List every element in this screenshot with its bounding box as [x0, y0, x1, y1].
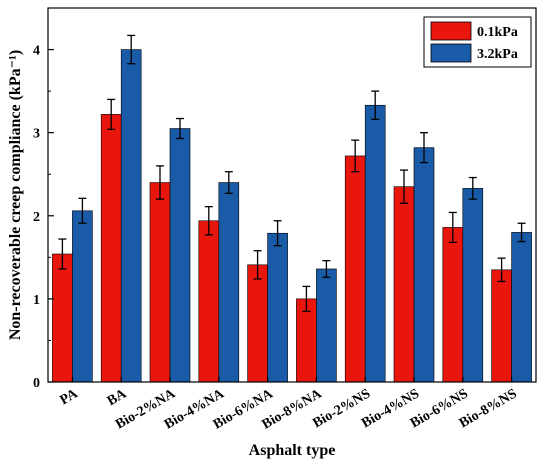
- bar-01kpa-4: [247, 264, 268, 383]
- bar-32kpa-2: [169, 128, 191, 383]
- x-tick-label: BA: [105, 386, 130, 409]
- y-axis: 0 1 2 3 4: [33, 44, 54, 391]
- x-tick-label: PA: [58, 386, 82, 408]
- bar-01kpa-6: [344, 155, 366, 383]
- error-bar: [371, 90, 380, 121]
- bar-32kpa-4: [267, 232, 288, 383]
- x-axis: PA BABio-2%NABio-4%NABio-6%NABio-8%NABio-…: [58, 377, 520, 433]
- legend-label-3.2kpa: 3.2kPa: [477, 47, 518, 62]
- error-bar: [468, 176, 477, 200]
- error-bar: [253, 250, 262, 280]
- error-bar: [204, 205, 213, 236]
- y-tick-label: 4: [33, 44, 40, 59]
- error-bar: [107, 98, 116, 130]
- bar-01kpa-9: [491, 269, 512, 383]
- error-bar: [400, 169, 408, 204]
- bar-32kpa-8: [462, 188, 484, 383]
- error-bar: [78, 197, 87, 224]
- error-bar: [322, 260, 331, 278]
- bar-32kpa-6: [364, 104, 386, 383]
- error-bar: [58, 238, 67, 270]
- legend-swatch-0.1kpa: [430, 21, 472, 41]
- bar-32kpa-0: [72, 210, 93, 383]
- error-bar: [351, 139, 360, 173]
- error-bars: [58, 34, 526, 313]
- error-bar: [156, 165, 164, 200]
- y-tick-label: 3: [33, 127, 40, 142]
- bar-01kpa-1: [100, 114, 122, 383]
- error-bar: [497, 257, 506, 283]
- bar-01kpa-7: [393, 186, 415, 383]
- bar-32kpa-1: [120, 49, 142, 383]
- x-axis-title: Asphalt type: [249, 442, 336, 459]
- error-bar: [448, 211, 457, 244]
- bar-01kpa-8: [442, 227, 464, 383]
- error-bar: [420, 132, 428, 164]
- bar-32kpa-5: [316, 268, 337, 383]
- error-bar: [127, 34, 136, 65]
- error-bar: [273, 220, 282, 247]
- error-bar: [176, 117, 184, 140]
- error-bar: [302, 285, 311, 313]
- legend-label-0.1kpa: 0.1kPa: [477, 25, 518, 40]
- y-axis-title: Non-recoverable creep compliance (kPa⁻¹): [7, 50, 24, 340]
- error-bar: [517, 222, 526, 243]
- legend-swatch-3.2kpa: [430, 43, 472, 63]
- bar-01kpa-3: [198, 220, 220, 383]
- bar-32kpa-7: [413, 147, 435, 383]
- error-bar: [224, 171, 233, 194]
- plot-frame: [47, 7, 537, 383]
- bar-01kpa-2: [149, 182, 171, 383]
- y-tick-label: 1: [33, 293, 40, 308]
- bar-32kpa-9: [511, 232, 532, 383]
- legend: 0.1kPa 3.2kPa: [423, 16, 532, 68]
- bars: [52, 49, 532, 383]
- y-tick-label: 2: [33, 210, 40, 225]
- bar-32kpa-3: [218, 182, 240, 383]
- y-tick-label: 0: [33, 376, 40, 391]
- bar-01kpa-0: [52, 253, 73, 383]
